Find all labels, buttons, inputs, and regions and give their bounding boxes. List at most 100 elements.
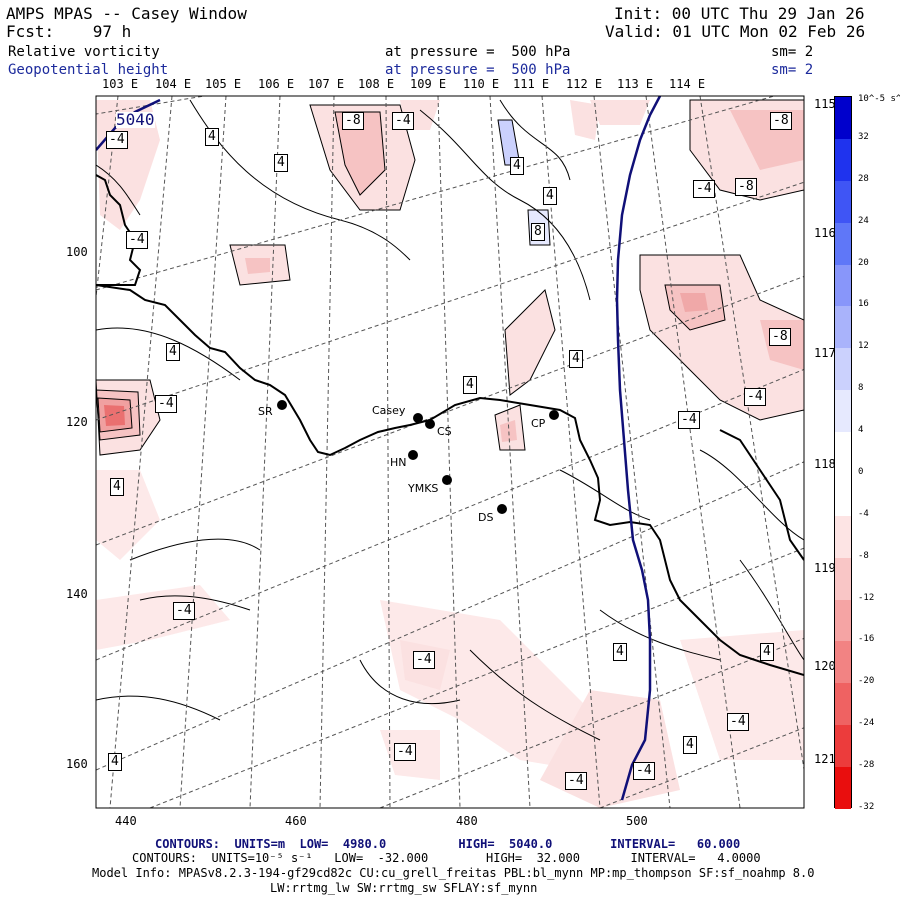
field1-level: at pressure = 500 hPa — [385, 44, 571, 60]
colorbar-tick-label: -32 — [858, 802, 875, 812]
footer-height-contours: CONTOURS: UNITS=m LOW= 4980.0 HIGH= 5040… — [155, 837, 741, 851]
station-label-ds: DS — [478, 511, 494, 524]
colorbar-segment — [835, 180, 851, 223]
colorbar-segment — [835, 767, 851, 809]
colorbar-tick-label: 20 — [858, 257, 869, 268]
y-tick-label: 140 — [66, 587, 88, 601]
colorbar-tick-label: 12 — [858, 341, 869, 352]
contour-label: -4 — [394, 743, 416, 761]
contour-label: -8 — [769, 328, 791, 346]
colorbar-segment — [835, 599, 851, 642]
colorbar-segment — [835, 683, 851, 726]
forecast-hour: Fcst: 97 h — [6, 22, 132, 41]
contour-label: -4 — [633, 762, 655, 780]
colorbar-segment — [835, 725, 851, 768]
station-label-cs: CS — [437, 425, 452, 438]
field2-smooth: sm= 2 — [771, 62, 814, 78]
height-contour-label: 5040 — [116, 110, 155, 129]
colorbar-segment — [835, 432, 851, 474]
colorbar-tick-label: -8 — [858, 550, 869, 561]
colorbar-tick-label: 0 — [858, 466, 864, 477]
colorbar-tick-label: 24 — [858, 215, 869, 226]
colorbar-unit: 10^-5 s^-1 — [858, 94, 900, 104]
contour-label: -4 — [413, 651, 435, 669]
station-label-sr: SR — [258, 405, 273, 418]
colorbar-tick-label: -20 — [858, 676, 875, 687]
colorbar-segment — [835, 473, 851, 516]
colorbar-segment — [835, 306, 851, 349]
station-marker-cp — [549, 410, 559, 420]
contour-label: -4 — [693, 180, 715, 198]
lon-label: 112 E — [566, 77, 603, 91]
contour-label: 4 — [543, 187, 557, 205]
field1-smooth: sm= 2 — [771, 44, 814, 60]
valid-time: Valid: 01 UTC Mon 02 Feb 26 — [605, 22, 866, 41]
station-marker-ds — [497, 504, 507, 514]
contour-label: 8 — [531, 223, 545, 241]
lon-label: 106 E — [258, 77, 295, 91]
field2-level: at pressure = 500 hPa — [385, 62, 571, 78]
x-tick-label: 480 — [456, 814, 478, 828]
colorbar-tick-label: 8 — [858, 383, 864, 394]
station-markers — [277, 400, 559, 514]
lon-label: 105 E — [205, 77, 242, 91]
lon-label: 104 E — [155, 77, 192, 91]
lon-label: 103 E — [102, 77, 139, 91]
station-marker-hn — [408, 450, 418, 460]
y-tick-label: 100 — [66, 245, 88, 259]
vorticity-contours — [96, 99, 804, 741]
contour-label: 4 — [569, 350, 583, 368]
lon-label: 111 E — [513, 77, 550, 91]
contour-label: -8 — [770, 112, 792, 130]
contour-label: -4 — [392, 112, 414, 130]
contour-label: 4 — [108, 753, 122, 771]
lon-label: 113 E — [617, 77, 654, 91]
contour-label: 4 — [205, 128, 219, 146]
field1-name: Relative vorticity — [8, 44, 160, 60]
init-time: Init: 00 UTC Thu 29 Jan 26 — [614, 4, 865, 23]
contour-label: -4 — [727, 713, 749, 731]
contour-label: 4 — [110, 478, 124, 496]
contour-label: 4 — [760, 643, 774, 661]
colorbar-segment — [835, 97, 851, 139]
lon-label: 107 E — [308, 77, 345, 91]
map-frame — [95, 95, 805, 809]
station-marker-casey — [413, 413, 423, 423]
station-label-casey: Casey — [372, 404, 406, 417]
contour-label: -4 — [155, 395, 177, 413]
station-label-ymks: YMKS — [408, 482, 439, 495]
station-label-cp: CP — [531, 417, 546, 430]
y-tick-label: 160 — [66, 757, 88, 771]
colorbar-tick-label: -12 — [858, 592, 875, 603]
colorbar-tick-label: 32 — [858, 131, 869, 142]
lon-label: 108 E — [358, 77, 395, 91]
contour-label: -4 — [678, 411, 700, 429]
lon-label: 114 E — [669, 77, 706, 91]
colorbar-segment — [835, 264, 851, 307]
contour-label: 4 — [683, 736, 697, 754]
colorbar-segment — [835, 138, 851, 181]
colorbar-segment — [835, 557, 851, 600]
contour-label: 4 — [613, 643, 627, 661]
colorbar-segment — [835, 222, 851, 265]
x-tick-label: 440 — [115, 814, 137, 828]
station-marker-sr — [277, 400, 287, 410]
colorbar — [834, 96, 852, 809]
colorbar-tick-label: 28 — [858, 173, 869, 184]
colorbar-segment — [835, 348, 851, 391]
station-marker-cs — [425, 419, 435, 429]
x-tick-label: 460 — [285, 814, 307, 828]
plot-title: AMPS MPAS -- Casey Window — [6, 4, 247, 23]
footer-model-info: Model Info: MPASv8.2.3-194-gf29cd82c CU:… — [92, 866, 815, 880]
contour-label: -8 — [735, 178, 757, 196]
contour-label: -4 — [106, 131, 128, 149]
colorbar-tick-label: -4 — [858, 508, 869, 519]
colorbar-segment — [835, 390, 851, 433]
lon-label: 110 E — [463, 77, 500, 91]
contour-label: -4 — [565, 772, 587, 790]
colorbar-segment — [835, 641, 851, 684]
contour-label: -4 — [744, 388, 766, 406]
colorbar-tick-label: -16 — [858, 634, 875, 645]
colorbar-tick-label: 4 — [858, 425, 864, 436]
footer-model-info-2: LW:rrtmg_lw SW:rrtmg_sw SFLAY:sf_mynn — [270, 881, 538, 895]
